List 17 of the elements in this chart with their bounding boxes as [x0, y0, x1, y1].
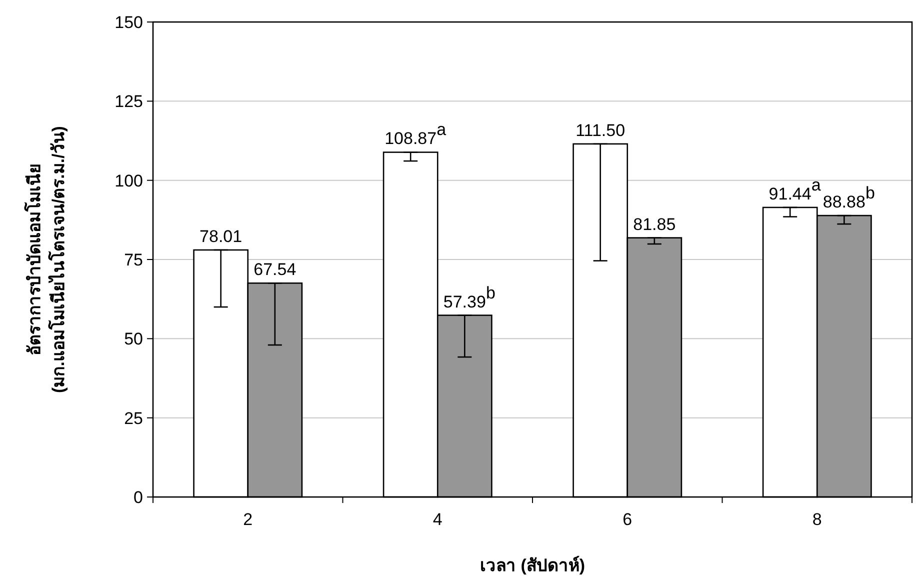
x-tick-label: 8 — [812, 510, 822, 529]
data-label: 78.01 — [200, 226, 242, 246]
x-tick-label: 4 — [432, 510, 442, 529]
y-tick-label: 100 — [114, 171, 143, 190]
data-label: 111.50 — [576, 120, 626, 140]
y-tick-label: 150 — [114, 13, 143, 32]
x-tick-label: 6 — [622, 510, 632, 529]
y-tick-label: 25 — [124, 408, 143, 428]
y-tick-label: 0 — [134, 488, 143, 507]
data-label: 67.54 — [254, 260, 296, 280]
data-label: 81.85 — [633, 214, 676, 234]
y-tick-label: 50 — [124, 330, 143, 349]
y-axis-title: อัตราการบำบัดแอมโมเนีย (มก.แอมโมเนียไนโตรเจน/ตร.ม./วัน) — [24, 126, 68, 393]
x-tick-label: 2 — [243, 510, 253, 529]
x-axis-title: เวลา (สัปดาห์) — [480, 555, 586, 575]
y-tick-label: 75 — [124, 250, 143, 270]
y-tick-label: 125 — [114, 92, 143, 112]
